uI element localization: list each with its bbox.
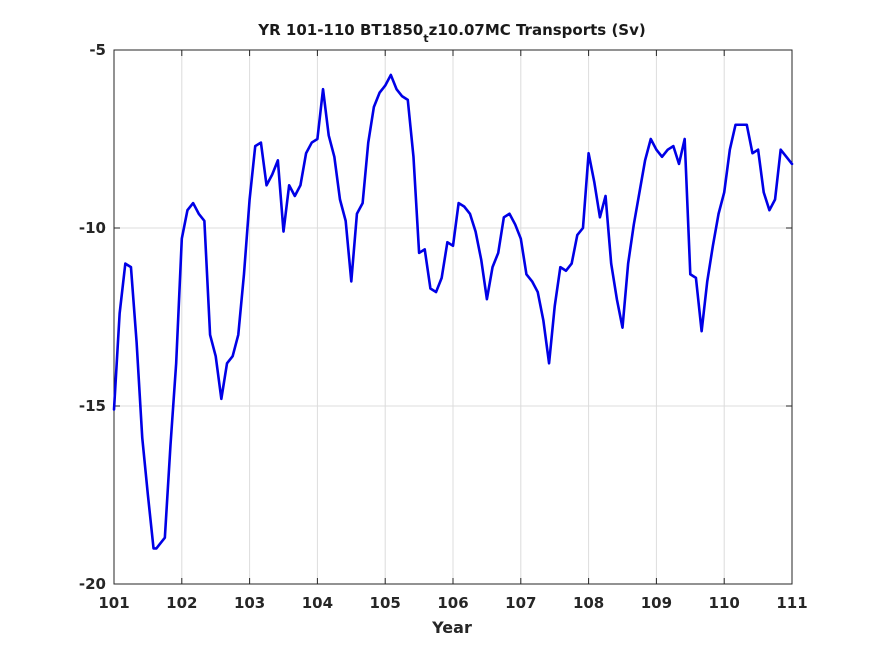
y-tick-label: -10 (79, 219, 106, 237)
x-tick-label: 108 (573, 594, 604, 612)
x-tick-label: 102 (166, 594, 197, 612)
y-tick-label: -15 (79, 397, 106, 415)
y-tick-label: -20 (79, 575, 106, 593)
series-layer (112, 73, 794, 550)
x-tick-label: 104 (302, 594, 333, 612)
chart-title-suffix: z10.07MC Transports (Sv) (429, 21, 646, 39)
x-axis-label: Year (431, 618, 472, 637)
chart-title: YR 101-110 BT1850tz10.07MC Transports (S… (257, 21, 646, 45)
x-tick-label: 101 (98, 594, 129, 612)
x-tick-label: 106 (437, 594, 468, 612)
x-tick-label: 111 (776, 594, 807, 612)
axis-ticks (113, 49, 793, 585)
chart-title-main: YR 101-110 BT1850 (257, 21, 423, 39)
x-tick-label: 105 (370, 594, 401, 612)
chart-title-subscript: t (423, 32, 428, 45)
x-tick-label: 107 (505, 594, 536, 612)
x-tick-label: 109 (641, 594, 672, 612)
y-tick-label: -5 (89, 41, 106, 59)
x-tick-label: 110 (709, 594, 740, 612)
x-tick-label: 103 (234, 594, 265, 612)
tick-labels: 101 102 103 104 105 106 107 108 109 110 111 -20 -15 -… (79, 41, 808, 612)
series-line (112, 73, 794, 550)
